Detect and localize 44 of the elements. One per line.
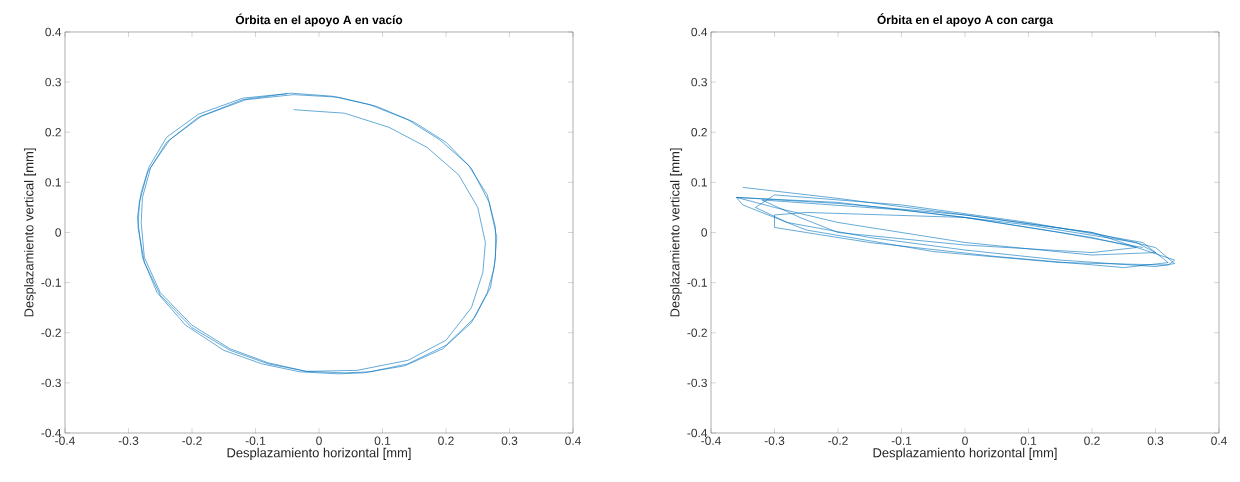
y-tick-label: -0.3 [41, 378, 61, 388]
y-tick-label: 0 [55, 228, 62, 237]
y-axis-title: Desplazamiento vertical [mm] [23, 148, 37, 317]
y-tick-label: 0.1 [45, 178, 61, 187]
y-tick-label: 0.4 [45, 27, 62, 37]
y-tick-label: -0.1 [41, 278, 61, 287]
line-series [736, 187, 1175, 268]
x-tick-label: 0.3 [501, 436, 518, 445]
y-tick-label: 0.1 [691, 178, 707, 187]
y-tick-label: -0.1 [687, 278, 707, 287]
y-tick-label: 0.2 [45, 128, 61, 137]
x-tick-label: -0.2 [828, 436, 848, 445]
x-tick-label: 0.1 [1020, 436, 1037, 445]
x-tick-label: 0.2 [1084, 436, 1100, 445]
y-tick-label: 0 [701, 228, 708, 237]
x-tick-label: 0.4 [565, 436, 581, 445]
x-tick-label: -0.3 [764, 436, 785, 445]
x-tick-label: -0.1 [891, 436, 912, 445]
y-tick-label: 0.2 [691, 128, 707, 137]
y-tick-label: -0.2 [41, 328, 61, 337]
y-axis-title: Desplazamiento vertical [mm] [669, 148, 683, 317]
x-tick-label: 0.2 [438, 436, 454, 445]
chart-title: Órbita en el apoyo A en vacío [235, 13, 403, 27]
x-tick-label: -0.3 [118, 436, 139, 445]
x-axis-title: Desplazamiento horizontal [mm] [227, 447, 411, 460]
y-tick-label: 0.3 [691, 77, 707, 87]
y-tick-label: -0.3 [687, 378, 707, 388]
y-tick-label: 0.3 [45, 77, 61, 87]
chart-title: Órbita en el apoyo A con carga [877, 13, 1054, 27]
x-tick-label: -0.1 [245, 436, 266, 445]
x-tick-label: -0.4 [55, 436, 75, 445]
x-tick-label: -0.2 [182, 436, 202, 445]
x-tick-label: 0 [962, 436, 968, 445]
x-tick-label: 0.4 [1211, 436, 1227, 445]
line-series [137, 92, 498, 375]
x-tick-label: -0.4 [701, 436, 721, 445]
y-tick-label: -0.2 [687, 328, 707, 337]
y-tick-label: -0.4 [41, 428, 62, 438]
x-tick-label: 0.3 [1147, 436, 1164, 445]
x-axis-title: Desplazamiento horizontal [mm] [873, 447, 1057, 460]
y-tick-label: -0.4 [687, 428, 708, 438]
x-tick-label: 0 [316, 436, 322, 445]
x-tick-label: 0.1 [374, 436, 391, 445]
y-tick-label: 0.4 [691, 27, 708, 37]
